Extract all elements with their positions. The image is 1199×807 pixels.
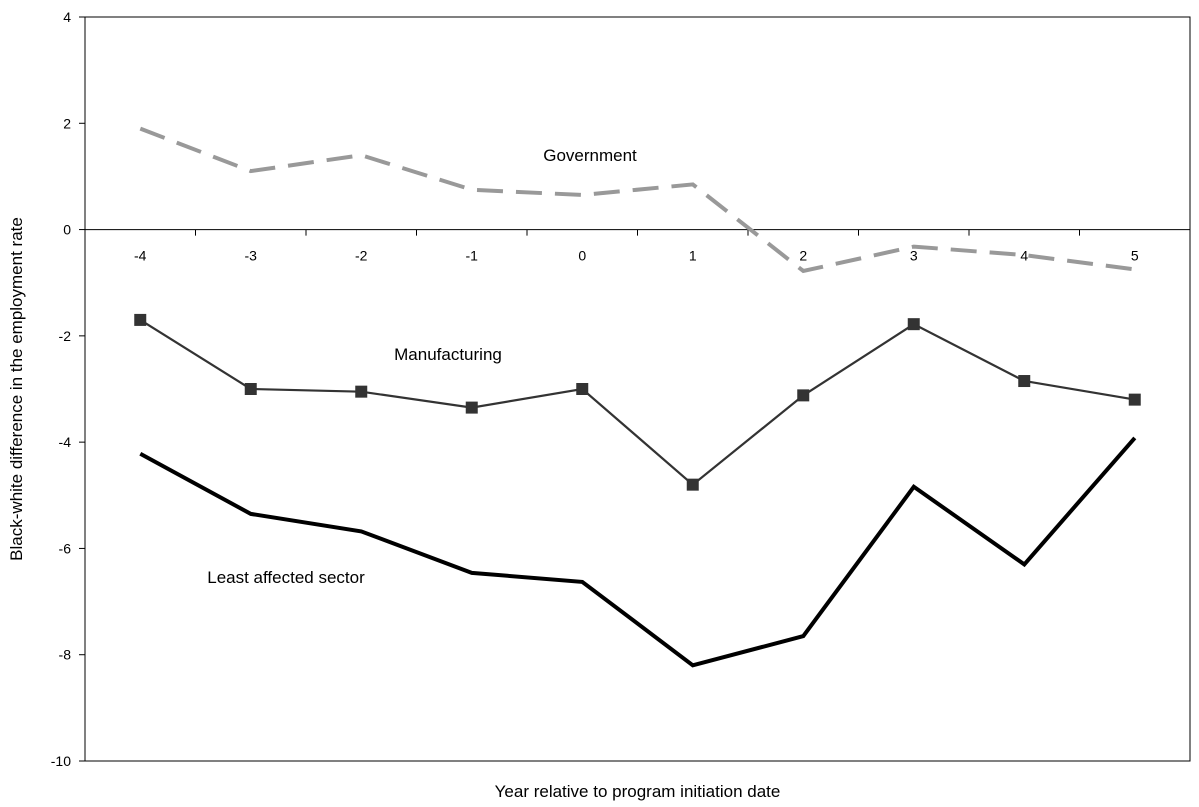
x-tick-label: -1 (466, 248, 479, 264)
x-tick-label: 1 (689, 248, 697, 264)
x-tick-label: 4 (1020, 248, 1028, 264)
data-point-marker (1018, 375, 1031, 388)
y-tick-label: -2 (59, 328, 72, 344)
y-tick-label: -8 (59, 647, 72, 663)
series-line-manufacturing (139, 318, 1135, 487)
axes (79, 16, 1191, 762)
x-axis-title: Year relative to program initiation date (495, 782, 781, 801)
x-tick-label: 2 (799, 248, 807, 264)
data-point-marker (134, 313, 147, 326)
series-label-government: Government (543, 146, 637, 165)
x-tick-label: 3 (910, 248, 918, 264)
x-tick-label: -4 (134, 248, 147, 264)
plot-frame (84, 16, 1191, 762)
y-tick-label: 0 (63, 222, 71, 238)
y-axis-title: Black-white difference in the employment… (7, 217, 26, 561)
data-point-marker (244, 383, 257, 395)
data-point-marker (355, 385, 368, 398)
data-point-marker (907, 318, 920, 331)
series-line-government (139, 126, 1136, 274)
data-point-marker (797, 389, 810, 402)
x-tick-labels: -4 -3 -2 -1 0 1 2 3 4 5 (134, 248, 1139, 264)
y-tick-label: 4 (63, 9, 71, 25)
series-label-manufacturing: Manufacturing (394, 345, 502, 364)
x-tick-label: 5 (1131, 248, 1139, 264)
data-point-marker (686, 478, 699, 491)
data-point-marker (1128, 393, 1141, 406)
y-tick-label: 2 (63, 115, 71, 131)
x-tick-label: -2 (355, 248, 368, 264)
y-tick-label: -6 (59, 540, 72, 556)
series-label-least-affected-sector: Least affected sector (207, 568, 365, 587)
data-point-marker (465, 401, 478, 414)
y-tick-label: -4 (59, 434, 72, 450)
series-lines (134, 126, 1141, 668)
series-line-least-affected-sector (139, 436, 1137, 668)
x-tick-label: 0 (578, 248, 586, 264)
y-tick-label: -10 (51, 753, 71, 769)
y-tick-labels: -10 -8 -6 -4 -2 0 2 4 (51, 9, 71, 769)
x-tick-label: -3 (245, 248, 258, 264)
data-point-marker (576, 383, 589, 395)
